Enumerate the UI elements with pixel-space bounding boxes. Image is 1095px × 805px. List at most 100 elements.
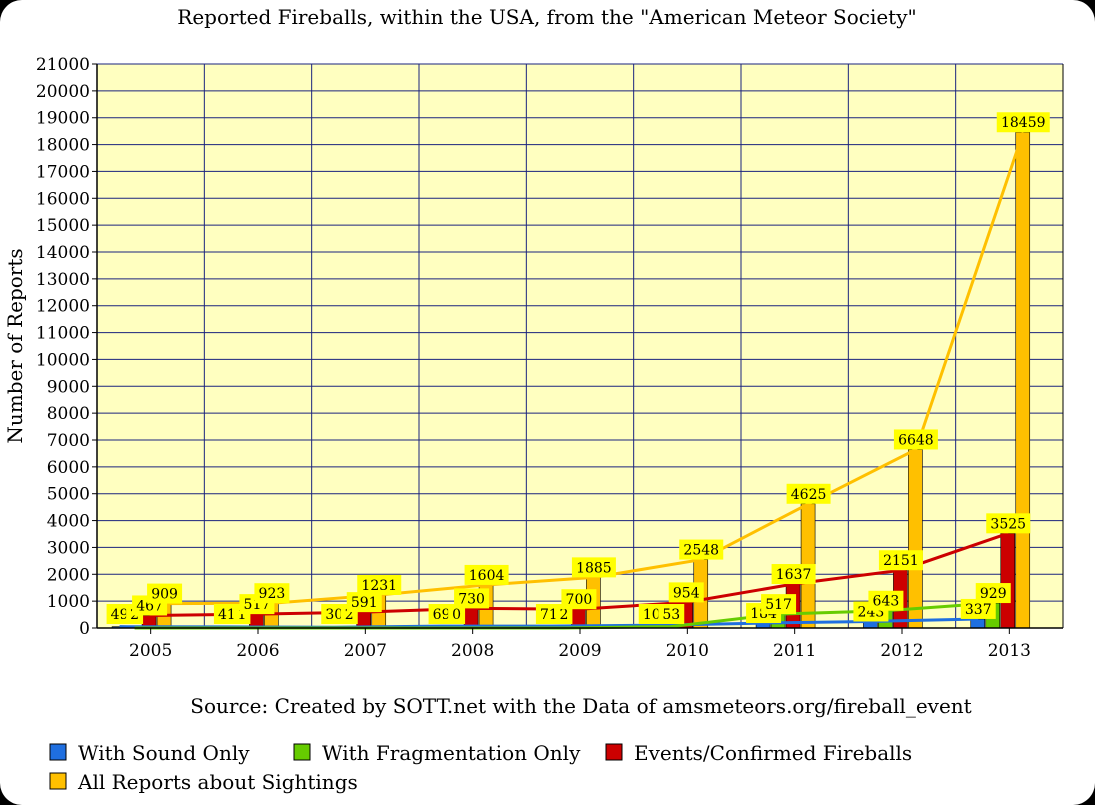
data-label: 1885 <box>576 560 612 576</box>
y-tick-label: 14000 <box>36 243 90 263</box>
data-label: 53 <box>662 607 680 623</box>
y-tick-label: 10000 <box>36 350 90 370</box>
y-tick-label: 17000 <box>36 162 90 182</box>
data-label: 71 <box>540 607 558 623</box>
data-label: 2 <box>559 607 568 623</box>
data-label-box <box>254 583 290 604</box>
data-label: 69 <box>433 607 451 623</box>
data-label: 643 <box>873 594 900 610</box>
data-label: 6648 <box>898 432 934 448</box>
data-label: 923 <box>259 586 286 602</box>
data-label-box <box>996 112 1050 133</box>
data-label: 1604 <box>469 568 505 584</box>
data-label: 517 <box>765 597 792 613</box>
data-label-box <box>357 574 402 595</box>
x-tick-labels: 2005 2006 2007 2008 2009 2010 2011 2012 2013 <box>129 628 1031 661</box>
legend-label: All Reports about Sightings <box>77 770 358 794</box>
data-label: 700 <box>566 592 593 608</box>
y-tick-label: 5000 <box>47 485 90 505</box>
data-label-box <box>960 598 996 619</box>
data-label: 1231 <box>361 578 397 594</box>
data-label-box <box>679 539 724 560</box>
y-tick-label: 1000 <box>47 592 90 612</box>
y-tick-label: 18000 <box>36 136 90 156</box>
data-label-box <box>454 588 490 609</box>
legend-label: With Fragmentation Only <box>322 741 581 765</box>
data-label-box <box>868 590 904 611</box>
x-tick-label: 2005 <box>129 641 172 661</box>
y-tick-label: 0 <box>79 619 90 639</box>
data-label: 929 <box>980 586 1007 602</box>
y-tick-label: 9000 <box>47 377 90 397</box>
y-tick-label: 16000 <box>36 189 90 209</box>
x-tick-label: 2013 <box>988 641 1031 661</box>
y-tick-label: 15000 <box>36 216 90 236</box>
data-label-box <box>668 582 704 603</box>
data-label: 0 <box>452 607 461 623</box>
y-tick-label: 11000 <box>36 324 90 344</box>
bar-all-reports-about-sightings-2013 <box>1015 131 1031 629</box>
data-label-box <box>147 583 183 604</box>
data-label-box <box>975 583 1011 604</box>
data-label: 4625 <box>791 487 827 503</box>
source-note: Source: Created by SOTT.net with the Dat… <box>190 694 971 718</box>
y-tick-label: 20000 <box>36 82 90 102</box>
legend-label: Events/Confirmed Fireballs <box>634 741 912 765</box>
y-tick-label: 21000 <box>36 55 90 75</box>
x-tick-label: 2006 <box>236 641 279 661</box>
y-tick-labels: 0 1000 2000 3000 4000 5000 6000 7000 8000 9000 100… <box>36 55 97 639</box>
data-label-box <box>571 557 616 578</box>
data-label-box <box>448 604 466 624</box>
data-label-box <box>878 550 923 571</box>
data-label: 41 <box>218 607 236 623</box>
data-label: 909 <box>151 587 178 603</box>
chart-title: Reported Fireballs, within the USA, from… <box>177 5 916 29</box>
x-tick-label: 2007 <box>344 641 387 661</box>
y-tick-label: 4000 <box>47 512 90 532</box>
data-label-box <box>561 589 597 610</box>
data-label-box <box>893 429 938 450</box>
legend-swatch <box>605 743 623 761</box>
legend: With Sound Only With Fragmentation Only Ev… <box>49 741 912 794</box>
data-label: 954 <box>673 585 700 601</box>
legend-swatch <box>49 743 67 761</box>
data-labels: 4941306971104184243337212025351764392946… <box>106 112 1050 624</box>
data-label-box <box>464 564 509 585</box>
x-tick-label: 2012 <box>880 641 923 661</box>
data-label-box <box>986 513 1031 534</box>
data-label: 1 <box>237 607 246 623</box>
y-tick-label: 6000 <box>47 458 90 478</box>
grid-lines <box>96 63 1064 629</box>
data-label: 2151 <box>883 553 919 569</box>
plot-background <box>97 64 1063 628</box>
data-label: 591 <box>351 595 378 611</box>
y-axis-label: Number of Reports <box>3 248 27 443</box>
data-label-box <box>658 604 685 624</box>
data-label: 30 <box>325 607 343 623</box>
y-tick-label: 7000 <box>47 431 90 451</box>
data-label: 337 <box>965 602 992 618</box>
data-label-box <box>771 564 816 585</box>
data-label: 49 <box>111 607 129 623</box>
data-label-box <box>786 483 831 504</box>
x-tick-label: 2008 <box>451 641 494 661</box>
data-label-box <box>346 592 382 613</box>
y-tick-label: 2000 <box>47 565 90 585</box>
y-tick-label: 13000 <box>36 270 90 290</box>
y-tick-label: 8000 <box>47 404 90 424</box>
legend-label: With Sound Only <box>78 741 250 765</box>
data-label: 730 <box>458 591 485 607</box>
data-label: 1637 <box>776 567 812 583</box>
x-tick-label: 2010 <box>666 641 709 661</box>
data-label: 18459 <box>1001 115 1046 131</box>
bar-events-confirmed-fireballs-2013 <box>1000 533 1016 629</box>
x-tick-label: 2009 <box>558 641 601 661</box>
data-label: 3525 <box>990 516 1026 532</box>
y-tick-label: 12000 <box>36 297 90 317</box>
legend-swatch <box>49 772 67 790</box>
data-label-box <box>761 594 797 615</box>
y-tick-label: 19000 <box>36 109 90 129</box>
bar-all-reports-about-sightings-2012 <box>908 449 923 629</box>
